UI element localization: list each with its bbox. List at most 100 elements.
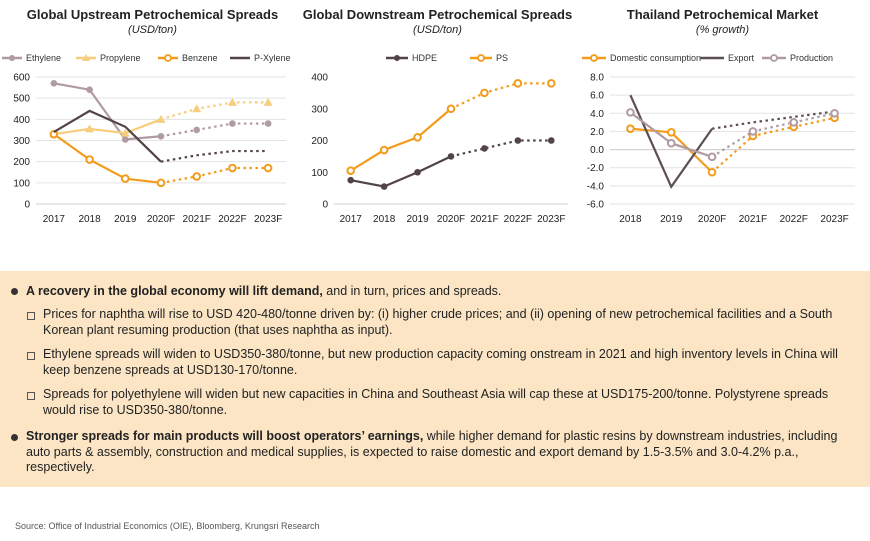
series-line-forecast <box>450 139 552 158</box>
x-tick-label: 2017 <box>340 214 363 225</box>
x-tick-label: 2023F <box>537 214 565 225</box>
x-tick-label: 2019 <box>660 214 683 225</box>
y-tick-label: -2.0 <box>587 163 605 174</box>
bullet-1: A recovery in the global economy will li… <box>26 284 856 300</box>
data-point <box>481 145 488 152</box>
y-tick-label: 8.0 <box>590 73 604 84</box>
series-line-forecast <box>160 166 269 184</box>
data-point <box>447 153 455 160</box>
thailand-market-chart: 8.0 6.0 4.0 2.0 0.0 -2.0 -4.0 -6.0 2018 2019 2020F… <box>582 53 855 225</box>
bullet-dot <box>11 434 18 441</box>
x-tick-label: 2021F <box>470 214 498 225</box>
y-tick-label: -6.0 <box>587 200 605 211</box>
downstream-spreads-chart: 0 100 200 300 400 2017 2018 2019 2020F 2021F 2022F… <box>311 53 568 225</box>
x-tick-label: 2020F <box>698 214 726 225</box>
commentary-panel <box>0 271 870 487</box>
y-tick-label: 200 <box>311 136 328 147</box>
data-point <box>413 133 422 142</box>
y-tick-label: 4.0 <box>590 109 604 120</box>
chart1-title: Global Upstream Petrochemical Spreads <box>26 7 279 22</box>
chart3-subtitle: (% growth) <box>695 24 750 36</box>
x-tick-label: 2019 <box>114 214 137 225</box>
series-line-actual <box>53 133 162 184</box>
bullet-2: Stronger spreads for main products will … <box>26 429 858 476</box>
bullet-2-text: while higher demand for plastic resins b… <box>26 429 838 474</box>
y-tick-label: 200 <box>13 157 30 168</box>
y-tick-label: 300 <box>311 104 328 115</box>
legend-label: PS <box>496 53 508 63</box>
data-point <box>446 104 456 114</box>
data-point <box>50 80 58 87</box>
data-point <box>707 152 717 162</box>
y-tick-label: 0.0 <box>590 145 604 156</box>
legend-marker <box>770 54 778 62</box>
x-tick-label: 2018 <box>373 214 396 225</box>
legend-label: Benzene <box>182 53 218 63</box>
x-tick-label: 2018 <box>619 214 642 225</box>
chart2-subtitle: (USD/ton) <box>413 24 462 36</box>
chart3-title: Thailand Petrochemical Market <box>626 7 819 22</box>
data-point <box>789 118 799 127</box>
data-point <box>414 168 421 176</box>
data-point <box>86 86 93 93</box>
data-point <box>514 137 522 144</box>
source-note: Source: Office of Industrial Economics (… <box>15 521 320 531</box>
sub-bullet-box <box>27 312 35 320</box>
series-line-forecast <box>160 149 269 163</box>
data-point <box>666 128 676 137</box>
legend-label: Production <box>790 53 833 63</box>
legend-label: Ethylene <box>26 53 61 63</box>
x-tick-label: 2018 <box>78 214 101 225</box>
sub-bullet-3: Spreads for polyethylene will widen but … <box>43 387 829 417</box>
x-tick-label: 2021F <box>183 214 211 225</box>
data-point <box>546 79 556 88</box>
x-tick-label: 2020F <box>437 214 465 225</box>
data-point <box>227 97 237 106</box>
data-point <box>346 166 356 175</box>
series-line-actual <box>53 82 162 141</box>
bullet-1-bold: A recovery in the global economy will li… <box>26 284 323 298</box>
sub-bullet-1: Prices for naphtha will rise to USD 420-… <box>43 307 833 337</box>
y-tick-label: 2.0 <box>590 127 604 138</box>
data-point <box>157 132 165 140</box>
y-tick-label: 6.0 <box>590 91 604 102</box>
data-point <box>748 127 758 136</box>
y-tick-label: 400 <box>311 73 328 84</box>
data-point <box>120 174 130 183</box>
upstream-spreads-chart: 0 100 200 300 400 500 600 2017 2018 2019 2020F 2021… <box>2 53 291 225</box>
y-tick-label: 600 <box>13 73 30 84</box>
legend-marker <box>394 55 400 61</box>
data-point <box>380 183 388 190</box>
series-line-actual <box>53 109 162 163</box>
chart2-title: Global Downstream Petrochemical Spreads <box>302 7 573 22</box>
series-line-forecast <box>711 110 835 130</box>
data-point <box>263 97 273 106</box>
series-line-actual <box>350 155 452 188</box>
x-tick-label: 2023F <box>820 214 848 225</box>
data-point <box>192 172 202 181</box>
y-tick-label: 300 <box>13 136 30 147</box>
data-point <box>85 124 95 133</box>
data-point <box>513 79 523 88</box>
legend-marker <box>164 54 172 62</box>
data-point <box>121 136 129 143</box>
series-line-forecast <box>160 101 269 121</box>
data-point <box>347 176 355 184</box>
chart1-subtitle: (USD/ton) <box>128 24 177 36</box>
y-tick-label: -4.0 <box>587 181 605 192</box>
x-tick-label: 2020F <box>147 214 175 225</box>
data-point <box>193 126 201 134</box>
y-tick-label: 0 <box>322 200 328 211</box>
legend-marker <box>590 54 598 62</box>
sub-bullet-box <box>27 392 35 400</box>
x-tick-label: 2017 <box>43 214 66 225</box>
data-point <box>263 163 273 173</box>
legend-label: P-Xylene <box>254 53 291 63</box>
data-point <box>480 88 489 98</box>
y-tick-label: 400 <box>13 115 30 126</box>
bullet-dot <box>11 288 18 295</box>
x-tick-label: 2019 <box>406 214 429 225</box>
legend-label: Domestic consumption <box>610 53 701 63</box>
data-point <box>379 145 389 155</box>
data-point <box>626 108 635 117</box>
